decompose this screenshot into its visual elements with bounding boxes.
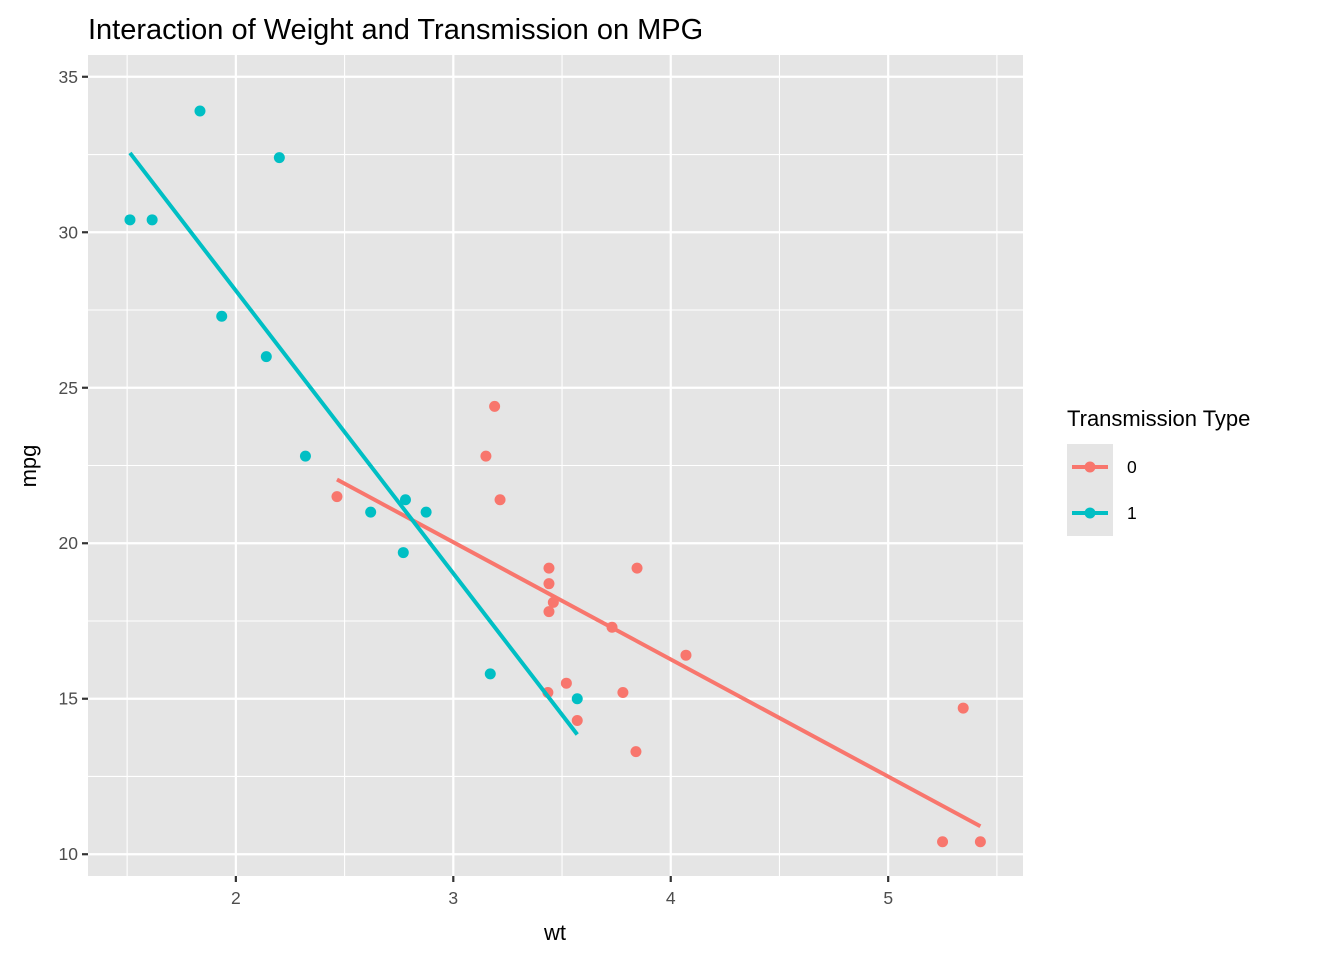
y-tick-label: 35 bbox=[59, 67, 78, 87]
chart-title: Interaction of Weight and Transmission o… bbox=[88, 14, 703, 46]
y-tick-label: 15 bbox=[59, 689, 78, 709]
y-tick-label: 10 bbox=[59, 844, 79, 864]
data-point-0 bbox=[937, 836, 949, 848]
data-point-1 bbox=[399, 494, 411, 506]
data-point-1 bbox=[571, 693, 583, 705]
data-point-0 bbox=[560, 677, 572, 689]
y-tick-label: 25 bbox=[59, 378, 78, 398]
data-point-1 bbox=[146, 214, 158, 226]
data-point-0 bbox=[494, 494, 506, 506]
x-axis-label: wt bbox=[543, 920, 566, 945]
data-point-1 bbox=[365, 506, 377, 518]
data-point-0 bbox=[331, 491, 343, 503]
data-point-0 bbox=[974, 836, 986, 848]
y-tick-label: 20 bbox=[59, 533, 79, 553]
legend: Transmission Type 0 1 bbox=[1067, 406, 1250, 536]
x-tick-label: 4 bbox=[666, 888, 676, 908]
legend-label-1: 1 bbox=[1127, 503, 1137, 523]
data-point-1 bbox=[273, 152, 285, 164]
data-point-0 bbox=[543, 606, 555, 618]
gridlines bbox=[88, 55, 1023, 876]
data-point-0 bbox=[543, 578, 555, 590]
legend-label-0: 0 bbox=[1127, 457, 1137, 477]
data-point-1 bbox=[194, 105, 206, 117]
data-point-0 bbox=[957, 702, 969, 714]
data-point-0 bbox=[631, 562, 643, 574]
data-point-0 bbox=[680, 649, 692, 661]
data-point-0 bbox=[489, 400, 501, 412]
data-point-0 bbox=[480, 450, 492, 462]
legend-key-background bbox=[1067, 444, 1113, 536]
data-point-0 bbox=[630, 746, 642, 758]
regression-line-1 bbox=[128, 151, 579, 736]
legend-title: Transmission Type bbox=[1067, 406, 1250, 431]
data-point-1 bbox=[484, 668, 496, 680]
x-tick-label: 5 bbox=[883, 888, 893, 908]
regression-line-0 bbox=[336, 477, 982, 829]
data-point-1 bbox=[124, 214, 136, 226]
y-axis-label: mpg bbox=[16, 445, 41, 488]
data-marks bbox=[124, 105, 986, 848]
y-tick-label: 30 bbox=[59, 222, 79, 242]
data-point-0 bbox=[571, 715, 583, 727]
legend-key-point-1 bbox=[1084, 507, 1096, 519]
data-point-0 bbox=[543, 562, 555, 574]
x-tick-label: 2 bbox=[231, 888, 241, 908]
data-point-1 bbox=[260, 351, 272, 363]
data-point-1 bbox=[299, 450, 311, 462]
data-point-0 bbox=[617, 687, 629, 699]
x-tick-label: 3 bbox=[448, 888, 458, 908]
data-point-1 bbox=[420, 506, 432, 518]
axes: 2 3 4 5 10 15 20 25 30 35 bbox=[59, 67, 894, 908]
data-point-1 bbox=[216, 310, 228, 322]
legend-key-point-0 bbox=[1084, 461, 1096, 473]
data-point-1 bbox=[397, 547, 409, 559]
